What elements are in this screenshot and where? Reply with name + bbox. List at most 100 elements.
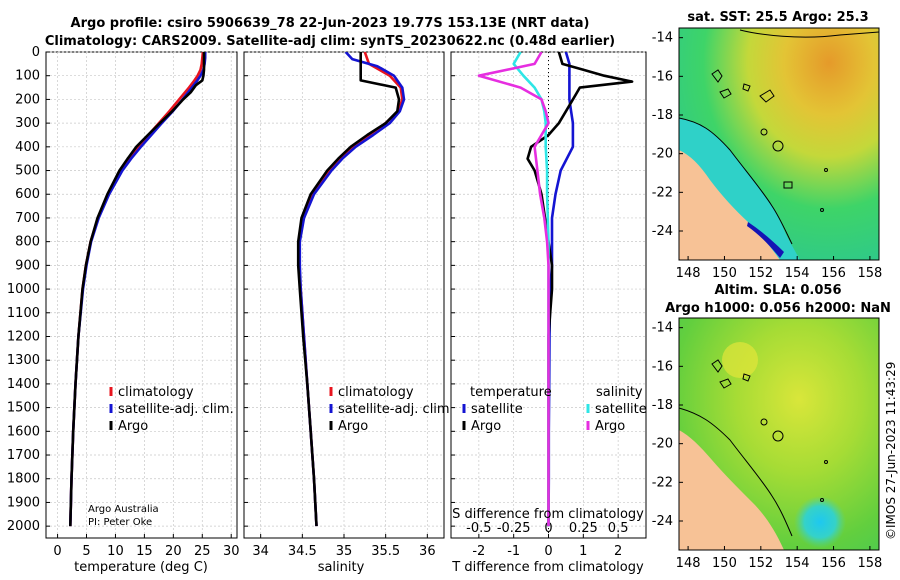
lon-tick-label: 150	[712, 266, 737, 281]
x-tick-label: 5	[82, 544, 90, 559]
depth-tick-label: 1400	[7, 377, 40, 392]
sst-map-lon-ticks: 148 150 152 154 156 158	[676, 256, 882, 281]
legend-title-salinity: salinity	[596, 385, 643, 400]
s-tick-label: 0.5	[608, 521, 629, 536]
s-difference-xlabel: S difference from climatology	[452, 507, 644, 522]
series-salinity-argo	[477, 52, 550, 527]
x-tick-label: 10	[107, 544, 124, 559]
lon-tick-label: 152	[748, 556, 773, 571]
temperature-grid	[46, 51, 237, 538]
depth-tick-label: 1000	[7, 282, 40, 297]
x-tick-label: 2	[614, 544, 622, 559]
sst-reef-contour	[760, 128, 768, 136]
salinity-profile-panel: 34 34.5 35 35.5 36 salinity climatology sate…	[243, 51, 454, 575]
temperature-legend: climatology satellite-adj. clim. Argo	[109, 385, 234, 434]
lat-tick-label: -16	[652, 69, 673, 84]
sst-map-lat-ticks: -14 -16 -18 -20 -22 -24	[652, 31, 683, 239]
depth-tick-labels: 0 100 200 300 400 500 600 700 800 900 1000 1100 1200…	[7, 45, 40, 534]
lon-tick-label: 158	[857, 266, 882, 281]
legend-label-satellite: satellite-adj. clim.	[118, 402, 234, 417]
lat-tick-label: -20	[652, 437, 673, 452]
sla-map-frame	[678, 317, 880, 551]
lon-tick-label: 154	[785, 556, 810, 571]
depth-tick-label: 700	[15, 211, 40, 226]
x-tick-label: 1	[579, 544, 587, 559]
depth-tick-label: 500	[15, 164, 40, 179]
lon-tick-label: 156	[821, 266, 846, 281]
x-tick-label: 30	[223, 544, 240, 559]
temperature-lines	[69, 52, 207, 527]
credit-line1: Argo Australia	[88, 504, 159, 515]
depth-tick-label: 400	[15, 140, 40, 155]
t-difference-xlabel: T difference from climatology	[451, 560, 644, 575]
sst-island-contour	[772, 140, 784, 152]
sla-land	[679, 430, 784, 550]
x-tick-label: 0	[53, 544, 61, 559]
sla-reefs	[711, 359, 751, 389]
depth-tick-label: 1300	[7, 353, 40, 368]
x-tick-label: 36	[419, 544, 436, 559]
depth-tick-label: 1800	[7, 472, 40, 487]
series-argo	[69, 52, 206, 527]
depth-tick-label: 600	[15, 187, 40, 202]
sst-reefs	[711, 69, 775, 103]
salinity-lines	[296, 52, 406, 527]
depth-tick-label: 300	[15, 116, 40, 131]
depth-tick-label: 1700	[7, 448, 40, 463]
x-tick-label: 20	[165, 544, 182, 559]
x-tick-label: 25	[194, 544, 211, 559]
x-tick-label: 35.5	[371, 544, 400, 559]
sst-shelf-contour	[679, 117, 793, 245]
series-argo	[296, 52, 401, 527]
difference-lines	[477, 52, 634, 527]
sla-high-blob	[722, 342, 758, 378]
sla-island-contour	[772, 430, 784, 442]
legend-label-climatology: climatology	[118, 385, 194, 400]
temperature-profile-panel: 0100200300400500600700800900100011001200…	[7, 45, 240, 575]
depth-tick-label: 100	[15, 69, 40, 84]
temperature-plot-frame	[45, 51, 238, 539]
x-tick-label: 34.5	[288, 544, 317, 559]
difference-profile-panel: -2 -1 0 1 2 -0.5 -0.25 0 0.25 0.5 S difference f…	[450, 51, 647, 575]
x-tick-label: 34	[252, 544, 269, 559]
lat-tick-label: -22	[652, 475, 673, 490]
x-tick-label: 0	[544, 544, 552, 559]
salinity-tick-labels: 34 34.5 35 35.5 36	[252, 544, 435, 559]
lat-tick-label: -24	[652, 224, 673, 239]
depth-tick-label: 1200	[7, 329, 40, 344]
temperature-tick-labels: 0 5 10 15 20 25 30	[53, 544, 239, 559]
lat-tick-label: -14	[652, 31, 673, 46]
depth-tick-label: 200	[15, 92, 40, 107]
sla-map-lon-ticks: 148 150 152 154 156 158	[676, 546, 882, 571]
sla-map-title-line2: Argo h1000: 0.056 h2000: NaN	[665, 301, 891, 316]
salinity-grid	[244, 51, 444, 538]
lat-tick-label: -18	[652, 398, 673, 413]
lat-tick-label: -24	[652, 514, 673, 529]
sst-land	[679, 150, 780, 260]
lon-tick-label: 152	[748, 266, 773, 281]
lat-tick-label: -20	[652, 147, 673, 162]
temperature-xlabel: temperature (deg C)	[74, 560, 208, 575]
legend-label-s-satellite: satellite	[595, 402, 647, 417]
sla-map-lat-ticks: -14 -16 -18 -20 -22 -24	[652, 321, 683, 529]
x-tick-label: -2	[472, 544, 485, 559]
s-difference-tick-labels: -0.5 -0.25 0 0.25 0.5	[466, 521, 628, 536]
salinity-legend: climatology satellite-adj. clim. Argo	[329, 385, 454, 434]
depth-tick-label: 0	[32, 45, 40, 60]
legend-label-s-argo: Argo	[595, 419, 625, 434]
credit-line2: PI: Peter Oke	[88, 517, 152, 528]
x-tick-label: -1	[507, 544, 520, 559]
lon-tick-label: 148	[676, 556, 701, 571]
legend-label-t-argo: Argo	[471, 419, 501, 434]
depth-tick-label: 1900	[7, 495, 40, 510]
sst-map-panel: sat. SST: 25.5 Argo: 25.3 148 150 152 154 15…	[652, 10, 883, 281]
difference-legend: temperature satellite Argo salinity sate…	[462, 385, 647, 434]
depth-tick-label: 1500	[7, 401, 40, 416]
sst-seamount	[824, 168, 828, 172]
lat-tick-label: -18	[652, 108, 673, 123]
legend-label-climatology: climatology	[338, 385, 414, 400]
depth-tick-label: 2000	[7, 519, 40, 534]
lon-tick-label: 158	[857, 556, 882, 571]
s-tick-label: 0.25	[569, 521, 598, 536]
